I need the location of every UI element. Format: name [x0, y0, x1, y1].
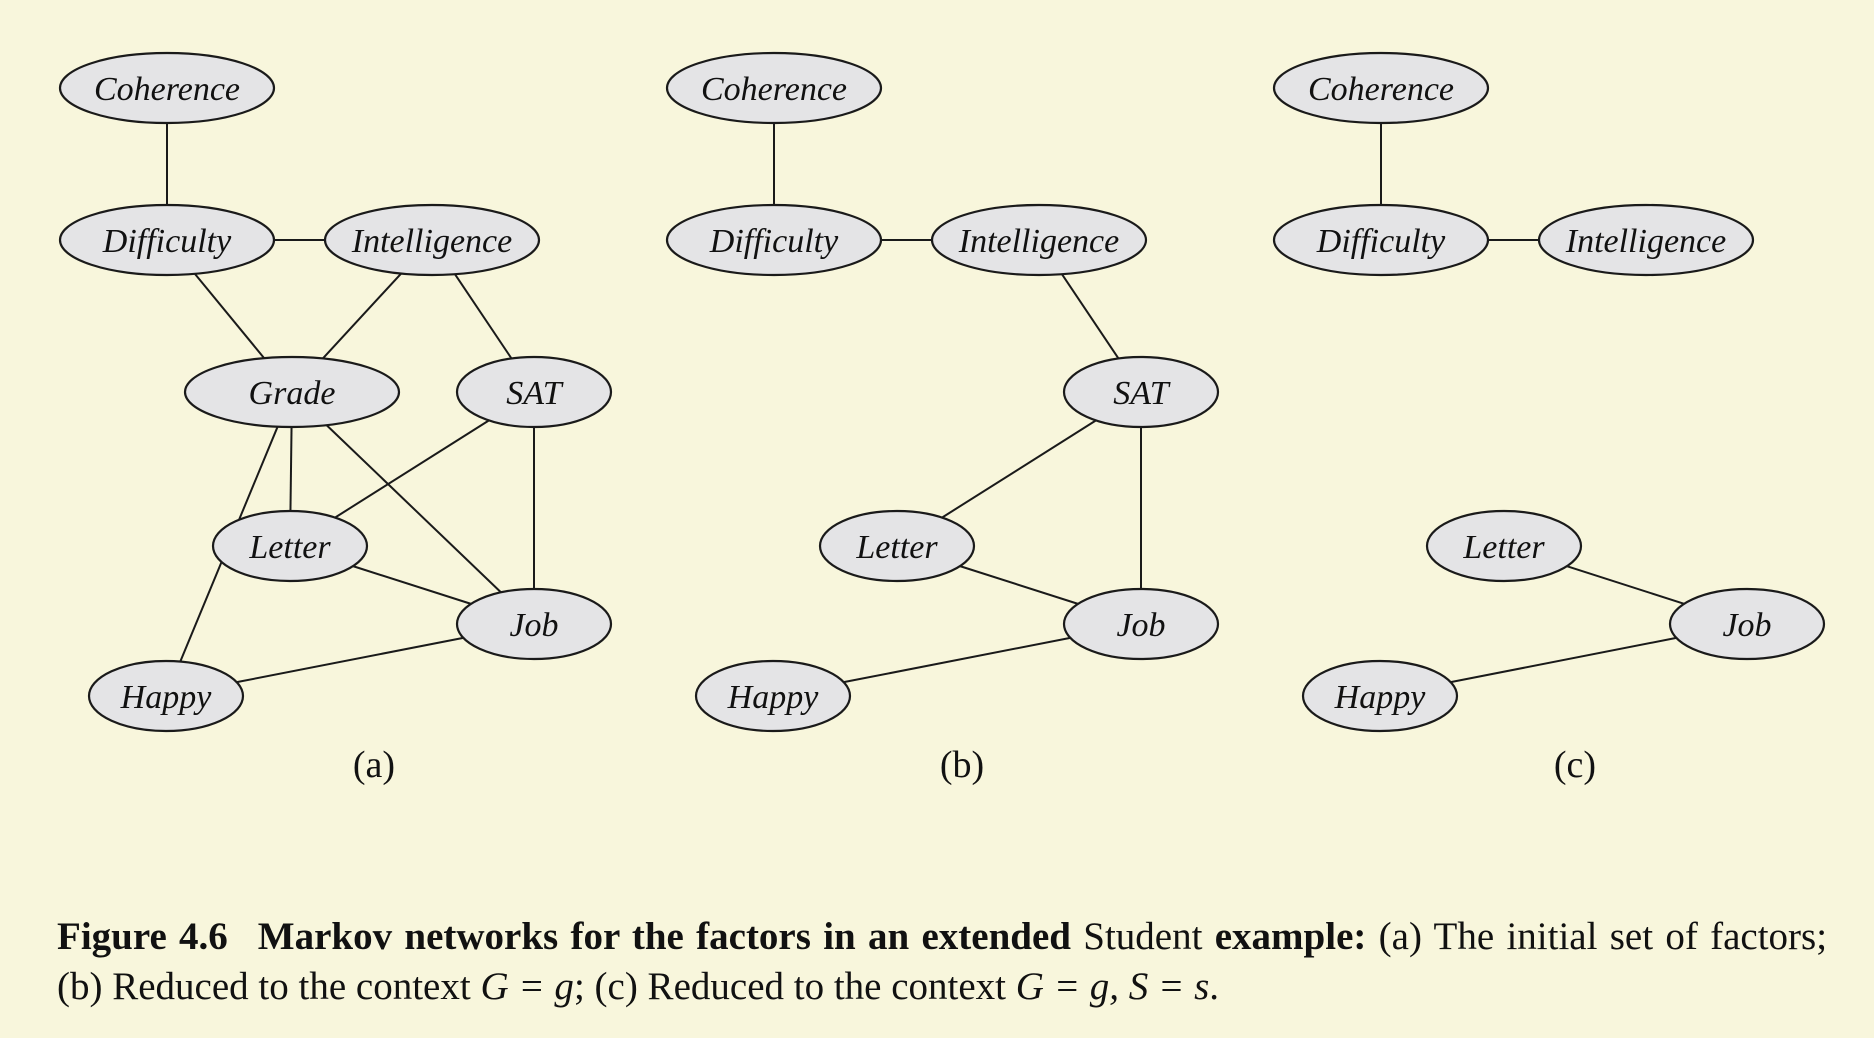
node-a-letter: Letter — [211, 509, 369, 583]
node-ellipse-b-happy — [694, 659, 852, 733]
node-c-coherence: Coherence — [1272, 51, 1490, 125]
node-ellipse-a-job — [455, 587, 613, 661]
node-a-intelligence: Intelligence — [323, 203, 541, 277]
node-ellipse-b-sat — [1062, 355, 1220, 429]
edge-a-intelligence-sat — [454, 273, 513, 360]
figure-number: Figure 4.6 — [57, 915, 228, 958]
node-label-a-intelligence: Intelligence — [351, 223, 512, 260]
node-ellipse-a-grade — [183, 355, 401, 429]
node-label-a-sat: SAT — [506, 375, 564, 412]
node-label-b-intelligence: Intelligence — [958, 223, 1119, 260]
edge-c-letter-job — [1566, 565, 1685, 605]
caption-math-1: G = g — [480, 965, 574, 1008]
node-label-b-letter: Letter — [855, 529, 938, 566]
node-label-b-job: Job — [1116, 607, 1165, 644]
node-ellipse-c-letter — [1425, 509, 1583, 583]
node-label-b-difficulty: Difficulty — [709, 223, 839, 260]
node-ellipse-a-happy — [87, 659, 245, 733]
node-label-b-happy: Happy — [727, 679, 820, 716]
edge-b-job-happy — [843, 636, 1071, 684]
node-b-happy: Happy — [694, 659, 852, 733]
edge-a-letter-job — [352, 565, 472, 605]
node-a-happy: Happy — [87, 659, 245, 733]
node-label-b-coherence: Coherence — [701, 71, 847, 108]
node-ellipse-b-intelligence — [930, 203, 1148, 277]
panel-label-c: (c) — [1554, 744, 1596, 786]
node-ellipse-c-job — [1668, 587, 1826, 661]
node-ellipse-b-job — [1062, 587, 1220, 661]
node-a-sat: SAT — [455, 355, 613, 429]
caption-text-part3: . — [1209, 965, 1220, 1008]
node-ellipse-a-sat — [455, 355, 613, 429]
node-b-difficulty: Difficulty — [665, 203, 883, 277]
node-label-a-coherence: Coherence — [94, 71, 240, 108]
node-label-c-letter: Letter — [1462, 529, 1545, 566]
node-label-a-happy: Happy — [120, 679, 213, 716]
edge-a-job-happy — [236, 636, 464, 684]
caption-text-part2: ; (c) Reduced to the context — [573, 965, 1007, 1008]
node-b-coherence: Coherence — [665, 51, 883, 125]
caption-text-part1: (a) The initial set of factors; (b) Redu… — [57, 915, 1828, 1008]
edge-b-letter-job — [959, 565, 1079, 605]
node-ellipse-c-difficulty — [1272, 203, 1490, 277]
caption-math-2: G = g, S = s — [1015, 965, 1210, 1008]
node-label-a-job: Job — [509, 607, 558, 644]
edge-b-intelligence-sat — [1061, 273, 1120, 360]
node-label-c-difficulty: Difficulty — [1316, 223, 1446, 260]
edge-a-difficulty-grade — [194, 273, 265, 359]
panel-label-b: (b) — [940, 744, 984, 786]
node-ellipse-b-letter — [818, 509, 976, 583]
node-c-job: Job — [1668, 587, 1826, 661]
node-c-happy: Happy — [1301, 659, 1459, 733]
node-label-b-sat: SAT — [1113, 375, 1171, 412]
node-label-a-difficulty: Difficulty — [102, 223, 232, 260]
node-a-coherence: Coherence — [58, 51, 276, 125]
node-ellipse-a-difficulty — [58, 203, 276, 277]
node-c-intelligence: Intelligence — [1537, 203, 1755, 277]
edge-c-job-happy — [1450, 636, 1677, 684]
node-label-a-letter: Letter — [248, 529, 331, 566]
edge-a-grade-job — [325, 424, 502, 594]
node-ellipse-c-intelligence — [1537, 203, 1755, 277]
edge-a-sat-letter — [334, 419, 490, 519]
node-a-difficulty: Difficulty — [58, 203, 276, 277]
edge-a-intelligence-grade — [322, 272, 402, 360]
node-b-job: Job — [1062, 587, 1220, 661]
node-a-job: Job — [455, 587, 613, 661]
figure-caption: Figure 4.6 Markov networks for the factor… — [57, 912, 1827, 1012]
node-label-a-grade: Grade — [249, 375, 336, 412]
node-b-intelligence: Intelligence — [930, 203, 1148, 277]
edge-a-grade-letter — [289, 426, 293, 512]
node-c-difficulty: Difficulty — [1272, 203, 1490, 277]
edge-b-sat-letter — [941, 419, 1097, 519]
node-ellipse-a-coherence — [58, 51, 276, 125]
node-a-grade: Grade — [183, 355, 401, 429]
node-label-c-intelligence: Intelligence — [1565, 223, 1726, 260]
panel-label-a: (a) — [353, 744, 395, 786]
node-ellipse-a-intelligence — [323, 203, 541, 277]
node-b-letter: Letter — [818, 509, 976, 583]
node-ellipse-c-coherence — [1272, 51, 1490, 125]
node-label-c-coherence: Coherence — [1308, 71, 1454, 108]
caption-title-part1: Markov networks for the factors in an ex… — [257, 915, 1071, 958]
node-ellipse-b-coherence — [665, 51, 883, 125]
caption-title-part2: example: — [1214, 915, 1367, 958]
node-b-sat: SAT — [1062, 355, 1220, 429]
caption-title-emph: Student — [1083, 915, 1203, 958]
node-ellipse-b-difficulty — [665, 203, 883, 277]
node-ellipse-c-happy — [1301, 659, 1459, 733]
node-label-c-happy: Happy — [1334, 679, 1427, 716]
node-c-letter: Letter — [1425, 509, 1583, 583]
node-label-c-job: Job — [1722, 607, 1771, 644]
node-ellipse-a-letter — [211, 509, 369, 583]
